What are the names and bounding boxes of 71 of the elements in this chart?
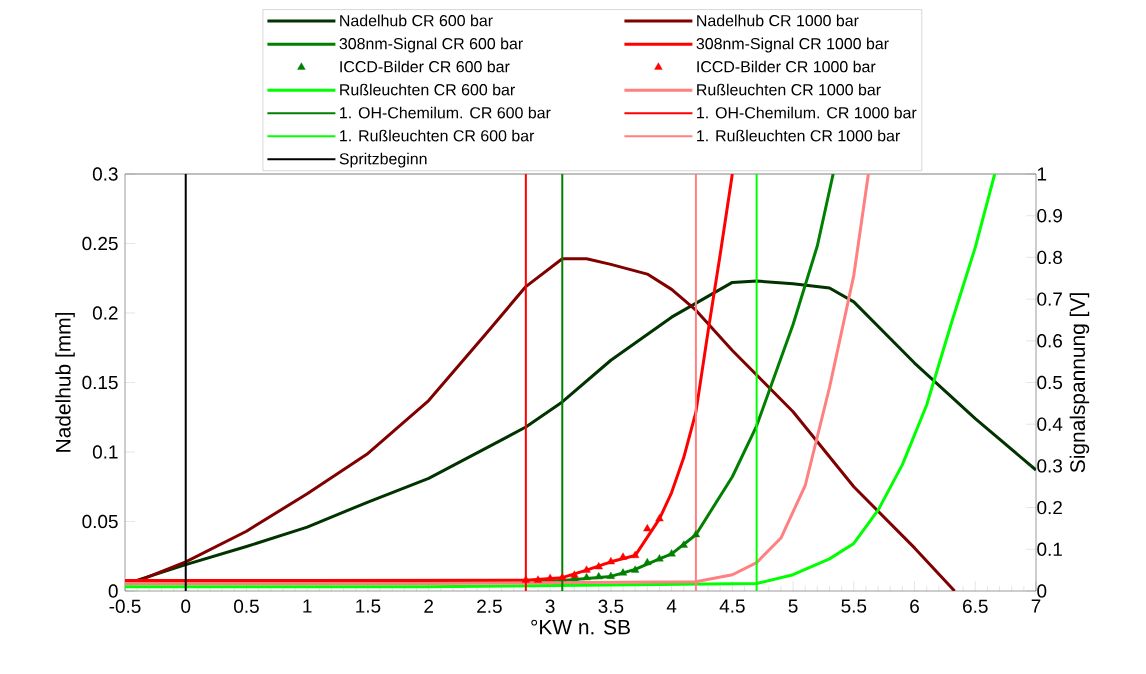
point [594,572,603,580]
point [631,550,640,558]
y2-tick-label: 0 [1037,584,1047,598]
y2-tick-label: 0.4 [1037,417,1063,431]
legend-label: 1. OH-Chemilum. CR 1000 bar [697,106,917,119]
x-tick-label: 2.5 [477,599,502,613]
legend-label: 308nm-Signal CR 1000 bar [696,37,889,53]
y-tick-label: 0.25 [82,236,118,251]
x-tick-label: 1.5 [356,599,381,613]
y-tick-label: 0.05 [82,514,118,529]
point [631,565,640,573]
point [643,557,652,566]
y2-tick-label: 1 [1037,167,1047,181]
y-tick-label: 0 [108,584,118,598]
point [655,514,664,522]
y2-tick-label: 0.1 [1037,542,1062,556]
point [606,557,615,565]
point [655,554,664,562]
legend-label: Nadelhub CR 600 bar [340,14,493,27]
x-tick-label: 3.5 [598,599,624,613]
legend-label: Spritzbeginn [339,152,427,168]
x-tick-label: -0.5 [109,599,141,613]
x-tick-label: 6.5 [963,599,988,613]
y-tick-label: 0.15 [82,375,118,390]
y-axis-title: Nadelhub [mm] [55,313,75,452]
point [618,552,628,560]
y2-tick-label: 0.9 [1037,208,1062,223]
legend-label: Nadelhub CR 1000 bar [697,14,859,27]
y2-tick-label: 0.5 [1037,375,1063,390]
x-axis-title: °KW n. SB [531,619,630,635]
legend-label: Rußleuchten CR 600 bar [340,83,515,96]
y2-axis-title: Signalspannung [V] [1069,293,1090,473]
y2-tick-label: 0.2 [1037,500,1062,515]
x-tick-label: 0.5 [234,599,259,613]
point [521,575,530,583]
point [667,549,676,557]
point [618,568,628,576]
x-tick-label: 0 [181,599,191,613]
point [643,524,652,532]
x-tick-label: 3 [545,599,555,613]
x-tick-label: 1 [303,599,312,613]
line-series [125,174,997,589]
y-tick-label: 0.2 [92,306,118,320]
point [691,530,700,538]
legend-label: 308nm-Signal CR 600 bar [339,37,523,53]
x-tick-label: 7 [1031,599,1041,613]
point [533,575,543,583]
legend-label: ICCD-Bilder CR 1000 bar [697,60,876,73]
legend-label: Rußleuchten CR 1000 bar [697,83,881,96]
y2-tick-label: 0.3 [1037,459,1062,473]
legend-label: 1. Rußleuchten CR 1000 bar [697,129,900,142]
point [606,571,615,579]
x-tick-label: 4.5 [719,599,745,613]
legend-label: 1. OH-Chemilum. CR 600 bar [340,106,551,119]
x-tick-label: 4 [666,599,677,613]
point [582,565,591,573]
x-tick-label: 2 [424,599,433,613]
point [679,540,688,548]
legend-label: ICCD-Bilder CR 600 bar [340,60,510,73]
y-tick-label: 0.1 [92,445,118,459]
point [594,562,603,570]
x-tick-label: 5.5 [841,599,867,613]
point [582,572,591,581]
y2-tick-label: 0.8 [1037,250,1063,265]
legend-label: 1. Rußleuchten CR 600 bar [340,129,535,142]
point [546,573,555,581]
x-tick-label: 6 [910,599,919,613]
y2-tick-label: 0.6 [1037,334,1062,348]
y-tick-label: 0.3 [92,167,118,181]
x-tick-label: 5 [788,599,798,613]
y2-tick-label: 0.7 [1037,292,1062,306]
